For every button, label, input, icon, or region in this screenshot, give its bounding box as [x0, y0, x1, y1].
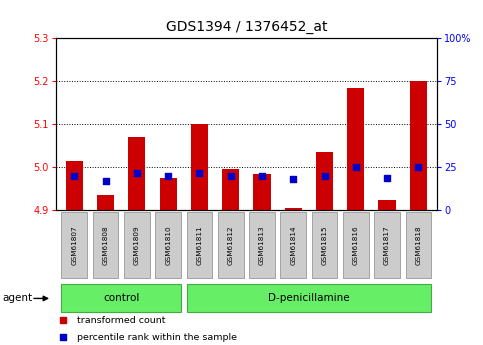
FancyBboxPatch shape	[61, 212, 87, 278]
FancyBboxPatch shape	[406, 212, 431, 278]
Bar	[222, 169, 239, 210]
Bar	[347, 88, 364, 210]
Text: GSM61813: GSM61813	[259, 225, 265, 265]
FancyBboxPatch shape	[93, 212, 118, 278]
Point	[59, 335, 67, 340]
Point	[258, 173, 266, 179]
FancyBboxPatch shape	[61, 284, 181, 313]
Text: GSM61812: GSM61812	[227, 225, 234, 265]
Text: GSM61809: GSM61809	[134, 225, 140, 265]
Text: GSM61814: GSM61814	[290, 225, 296, 265]
FancyBboxPatch shape	[156, 212, 181, 278]
Text: GSM61817: GSM61817	[384, 225, 390, 265]
Point	[59, 317, 67, 323]
Bar	[159, 178, 177, 210]
Text: GSM61816: GSM61816	[353, 225, 359, 265]
Bar	[128, 137, 145, 210]
FancyBboxPatch shape	[312, 212, 337, 278]
Point	[227, 173, 235, 179]
Bar	[379, 200, 396, 210]
Text: control: control	[103, 293, 140, 303]
Text: GSM61810: GSM61810	[165, 225, 171, 265]
Text: GSM61808: GSM61808	[102, 225, 109, 265]
Bar	[97, 195, 114, 210]
Point	[383, 175, 391, 180]
FancyBboxPatch shape	[249, 212, 275, 278]
Point	[102, 178, 110, 184]
Point	[321, 173, 328, 179]
Point	[133, 170, 141, 175]
Point	[71, 173, 78, 179]
Text: GSM61815: GSM61815	[322, 225, 327, 265]
Point	[196, 170, 203, 175]
FancyBboxPatch shape	[343, 212, 369, 278]
Text: GSM61811: GSM61811	[197, 225, 202, 265]
FancyBboxPatch shape	[186, 284, 431, 313]
Bar	[284, 208, 302, 210]
Bar	[410, 81, 427, 210]
Bar	[316, 152, 333, 210]
Point	[164, 173, 172, 179]
Text: D-penicillamine: D-penicillamine	[268, 293, 350, 303]
FancyBboxPatch shape	[281, 212, 306, 278]
Bar	[66, 161, 83, 210]
Text: agent: agent	[2, 293, 32, 303]
Text: transformed count: transformed count	[76, 316, 165, 325]
FancyBboxPatch shape	[186, 212, 212, 278]
Title: GDS1394 / 1376452_at: GDS1394 / 1376452_at	[166, 20, 327, 34]
Point	[289, 177, 297, 182]
Bar	[254, 174, 270, 210]
FancyBboxPatch shape	[218, 212, 243, 278]
FancyBboxPatch shape	[374, 212, 400, 278]
FancyBboxPatch shape	[124, 212, 150, 278]
Point	[414, 165, 422, 170]
Text: GSM61818: GSM61818	[415, 225, 421, 265]
Text: GSM61807: GSM61807	[71, 225, 77, 265]
Bar	[191, 124, 208, 210]
Point	[352, 165, 360, 170]
Text: percentile rank within the sample: percentile rank within the sample	[76, 333, 237, 342]
